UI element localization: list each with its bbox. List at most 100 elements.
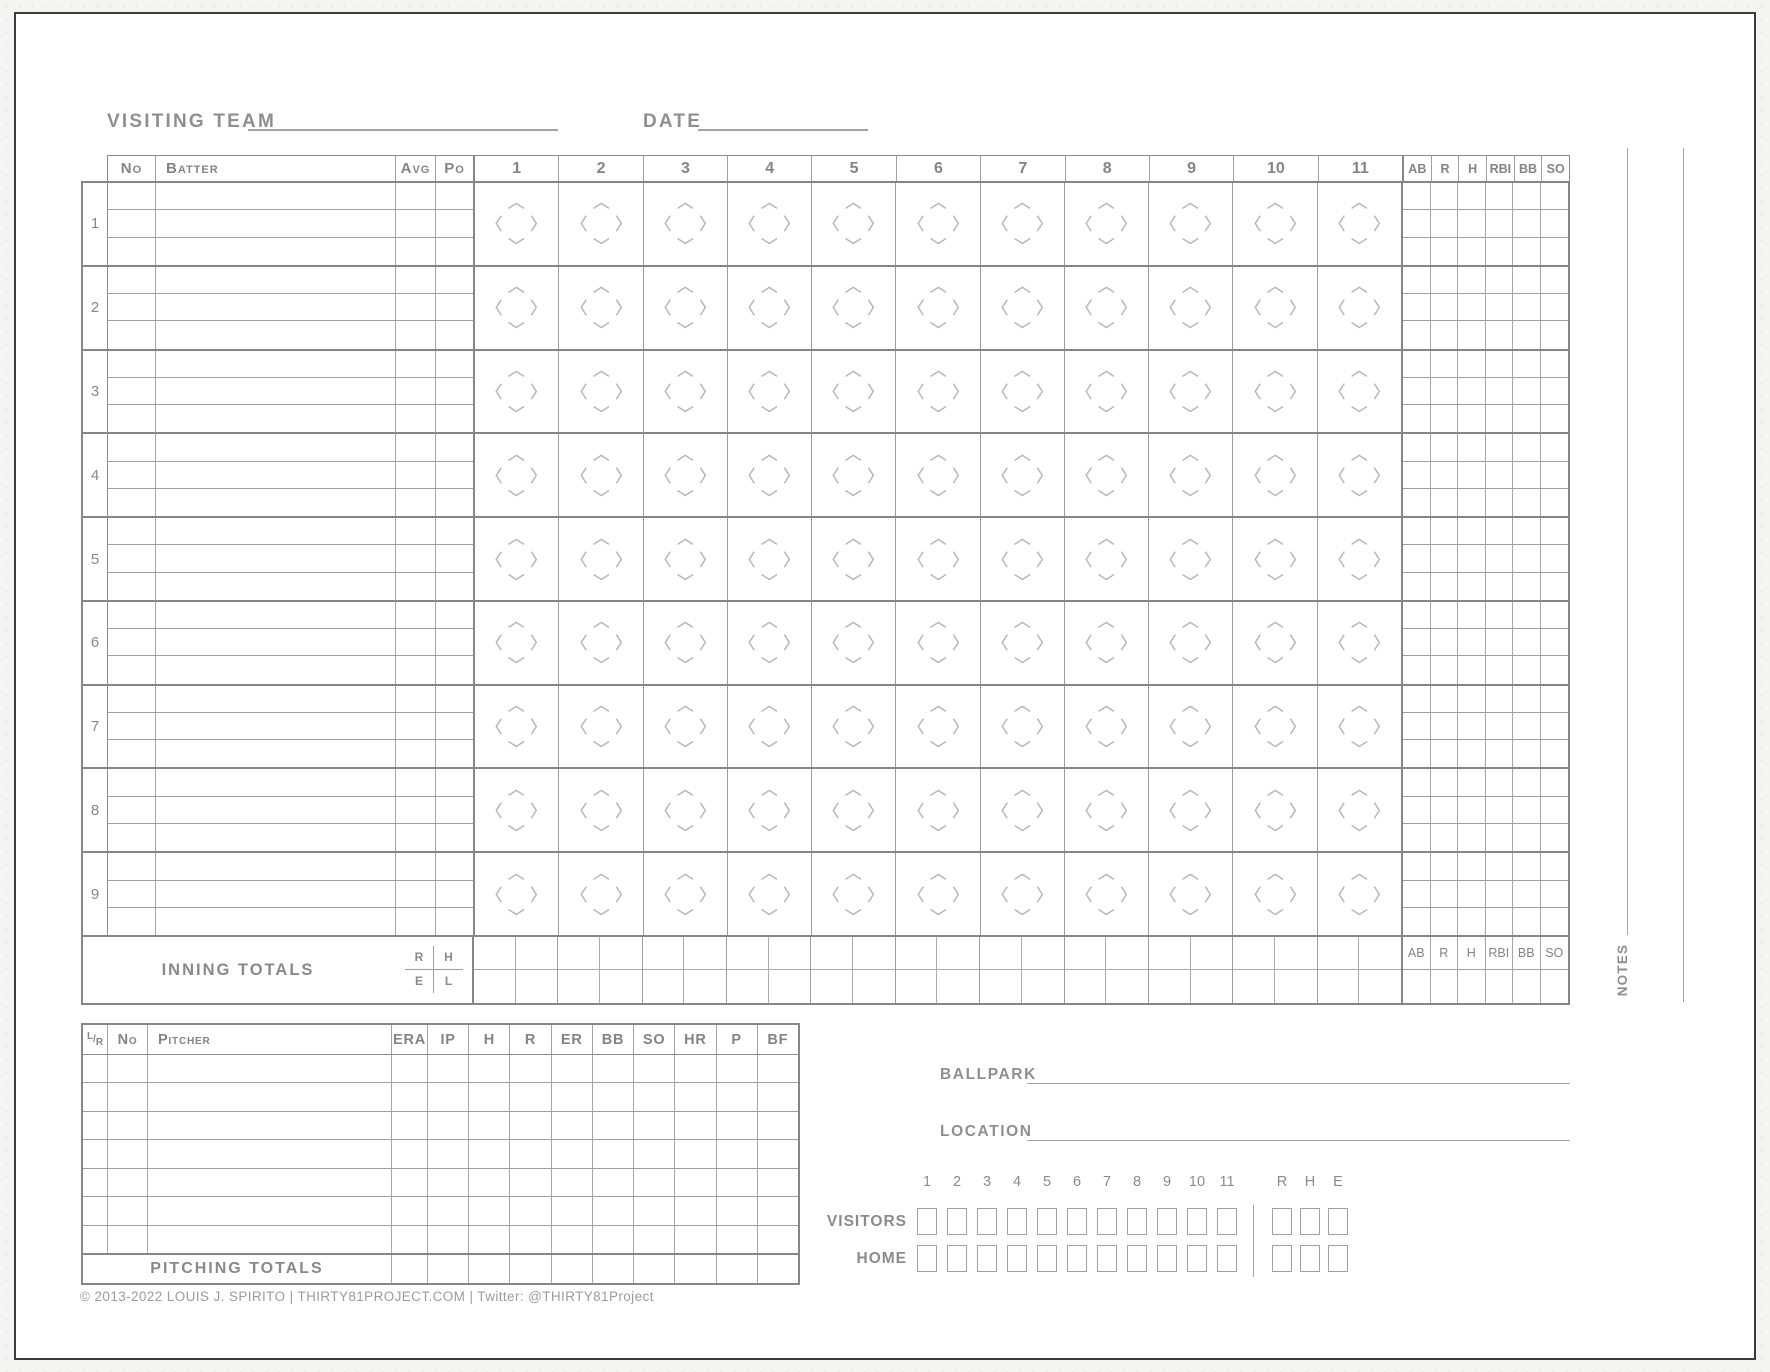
inning-cell[interactable] — [1149, 853, 1234, 936]
stat-cell[interactable] — [1541, 740, 1569, 767]
inning-total-cell[interactable] — [1359, 970, 1401, 1003]
stat-cell[interactable] — [1485, 266, 1513, 295]
stat-cell[interactable] — [1486, 740, 1513, 768]
stat-cell[interactable] — [1458, 321, 1486, 349]
linescore-cell[interactable] — [1097, 1245, 1117, 1272]
pitching-stat-cell[interactable] — [392, 1083, 428, 1111]
stat-cell[interactable] — [1485, 210, 1513, 238]
batter-name-cell[interactable] — [156, 350, 396, 378]
batter-name-cell[interactable] — [156, 488, 396, 517]
stat-cell[interactable] — [1540, 210, 1568, 238]
inning-cell[interactable] — [475, 518, 560, 600]
stat-cell[interactable] — [1403, 629, 1431, 657]
inning-cell[interactable] — [1065, 183, 1150, 265]
stat-cell[interactable] — [1430, 434, 1458, 462]
pitching-total-cell[interactable] — [469, 1255, 511, 1283]
stat-cell[interactable] — [1431, 907, 1458, 936]
linescore-cell[interactable] — [1187, 1208, 1207, 1235]
stat-cell[interactable] — [1513, 601, 1541, 630]
stat-cell[interactable] — [1513, 518, 1541, 546]
pitching-stat-cell[interactable] — [634, 1140, 676, 1168]
linescore-cell[interactable] — [1127, 1208, 1147, 1235]
stat-cell[interactable] — [1458, 461, 1486, 489]
inning-total-cell[interactable] — [769, 970, 811, 1003]
stat-cell[interactable] — [1513, 434, 1541, 462]
inning-cell[interactable] — [1318, 686, 1401, 768]
linescore-cell[interactable] — [1272, 1245, 1292, 1272]
stat-cell[interactable] — [1431, 488, 1458, 517]
inning-total-cell[interactable] — [642, 937, 685, 970]
stat-cell[interactable] — [1403, 434, 1431, 462]
stat-cell[interactable] — [1513, 823, 1541, 852]
inning-total-cell[interactable] — [727, 970, 769, 1003]
linescore-cell[interactable] — [1217, 1208, 1237, 1235]
stat-cell[interactable] — [1458, 601, 1486, 630]
inning-cell[interactable] — [559, 434, 644, 517]
pitching-stat-cell[interactable] — [469, 1225, 511, 1253]
inning-cell[interactable] — [475, 769, 560, 852]
avg-cell[interactable] — [396, 601, 436, 630]
stat-cell[interactable] — [1403, 377, 1431, 406]
po-cell[interactable] — [436, 238, 473, 265]
notes-line[interactable] — [1627, 148, 1628, 935]
inning-cell[interactable] — [1065, 601, 1150, 684]
po-cell[interactable] — [436, 294, 473, 322]
stat-cell[interactable] — [1430, 769, 1458, 797]
inning-cell[interactable] — [559, 518, 644, 600]
stat-cell[interactable] — [1458, 823, 1486, 852]
stat-cell[interactable] — [1403, 601, 1431, 630]
avg-cell[interactable] — [396, 629, 436, 657]
stat-cell[interactable] — [1403, 823, 1431, 852]
pitching-total-cell[interactable] — [675, 1255, 717, 1283]
stat-cell[interactable] — [1486, 321, 1513, 349]
stat-cell[interactable] — [1485, 796, 1513, 824]
player-no-cell[interactable] — [108, 712, 156, 741]
inning-total-cell[interactable] — [811, 937, 854, 970]
player-no-cell[interactable] — [108, 740, 156, 768]
stat-cell[interactable] — [1458, 377, 1486, 406]
player-no-cell[interactable] — [108, 601, 156, 630]
batter-name-cell[interactable] — [156, 656, 396, 684]
stat-cell[interactable] — [1486, 405, 1513, 433]
inning-total-cell[interactable] — [1233, 970, 1275, 1003]
inning-cell[interactable] — [981, 518, 1065, 600]
inning-total-cell[interactable] — [768, 937, 811, 970]
stat-cell[interactable] — [1541, 238, 1569, 265]
player-no-cell[interactable] — [108, 796, 156, 824]
inning-cell[interactable] — [896, 183, 981, 265]
pitching-stat-cell[interactable] — [510, 1055, 552, 1083]
batter-name-cell[interactable] — [156, 266, 396, 295]
inning-total-cell[interactable] — [896, 970, 938, 1003]
inning-total-cell[interactable] — [600, 937, 642, 970]
stat-cell[interactable] — [1485, 518, 1513, 546]
stat-cell[interactable] — [1541, 321, 1569, 348]
inning-total-cell[interactable] — [1359, 937, 1401, 970]
inning-cell[interactable] — [559, 685, 644, 768]
inning-cell[interactable] — [896, 601, 981, 684]
pitching-stat-cell[interactable] — [83, 1197, 108, 1225]
stat-cell[interactable] — [1513, 488, 1541, 517]
pitching-stat-cell[interactable] — [552, 1083, 593, 1111]
po-cell[interactable] — [436, 434, 473, 462]
inning-total-cell[interactable] — [1318, 970, 1360, 1003]
po-cell[interactable] — [436, 545, 473, 573]
stat-cell[interactable] — [1485, 629, 1513, 657]
po-cell[interactable] — [436, 602, 473, 630]
stat-cell[interactable] — [1513, 656, 1541, 684]
linescore-cell[interactable] — [1007, 1245, 1027, 1272]
pitching-stat-cell[interactable] — [675, 1197, 717, 1225]
stat-cell[interactable] — [1458, 796, 1486, 824]
pitching-stat-cell[interactable] — [428, 1083, 470, 1111]
stat-cell[interactable] — [1486, 823, 1513, 852]
stat-cell[interactable] — [1458, 740, 1486, 768]
stat-cell[interactable] — [1540, 378, 1568, 406]
pitching-stat-cell[interactable] — [717, 1111, 758, 1140]
date-input-line[interactable] — [698, 129, 868, 131]
linescore-cell[interactable] — [1037, 1208, 1057, 1235]
pitching-total-cell[interactable] — [634, 1255, 676, 1283]
avg-cell[interactable] — [396, 350, 436, 378]
inning-cell[interactable] — [1233, 518, 1318, 600]
inning-cell[interactable] — [1233, 685, 1318, 768]
inning-cell[interactable] — [475, 853, 560, 936]
inning-total-cell[interactable] — [980, 970, 1022, 1003]
